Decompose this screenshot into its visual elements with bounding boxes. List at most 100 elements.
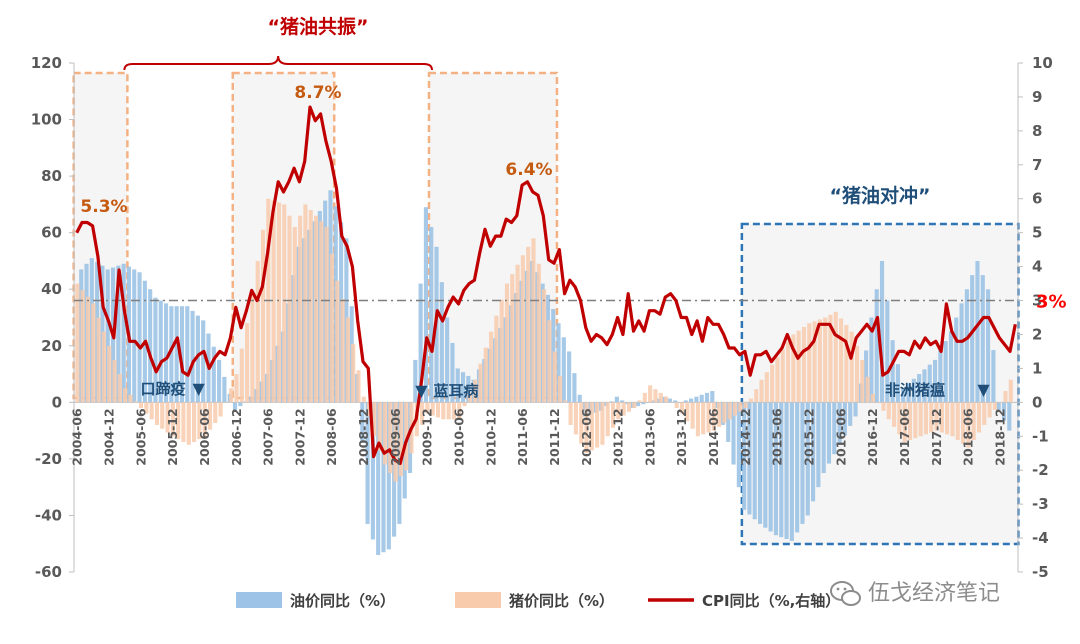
x-tick-label: 2015-12 [802, 408, 817, 465]
pork-bar-2007-07 [271, 200, 276, 403]
oil-bar-2015-05 [768, 402, 773, 532]
oil-bar-2015-12 [805, 402, 810, 516]
y-axis-tick-labels: -60 -40 -20 0 20 40 60 80 100 120 -5 -4 -3 -2 -1 0 1 2 3 4 5… [31, 54, 1053, 581]
pork-bar-2005-11 [165, 402, 170, 433]
legend-label-2: 猪价同比（%） [508, 592, 614, 610]
pork-bar-2016-05 [833, 311, 838, 403]
x-tick-label: 2009-12 [420, 408, 435, 465]
pork-bar-2017-03 [886, 402, 891, 420]
oil-bar-2014-12 [742, 402, 747, 510]
pork-bar-2012-07 [589, 402, 594, 451]
pork-bar-2013-09 [664, 396, 669, 403]
pork-bar-2019-01 [1003, 391, 1008, 403]
pork-bar-2011-03 [504, 283, 510, 403]
pork-bar-2013-02 [626, 402, 632, 412]
pork-bar-2012-08 [595, 402, 600, 448]
pork-bar-2015-12 [807, 323, 812, 403]
pork-bar-2017-01 [876, 402, 881, 403]
oil-bar-2005-10 [158, 300, 163, 403]
oil-bar-2015-08 [784, 402, 789, 540]
pork-bar-2009-01 [367, 402, 372, 417]
y-right-tick-label: -3 [1032, 495, 1049, 513]
pork-bar-2014-03 [695, 402, 700, 437]
pork-bar-2005-02 [117, 374, 122, 403]
pork-bar-2010-09 [473, 379, 478, 403]
oil-bar-2018-11 [991, 350, 996, 403]
x-tick-label: 2004-06 [70, 408, 85, 466]
x-tick-label: 2008-06 [324, 408, 339, 466]
reference-line-label: 3% [1036, 292, 1067, 313]
pork-bar-2011-01 [494, 315, 499, 403]
pork-bar-2012-11 [610, 402, 616, 428]
pork-bar-2007-02 [245, 323, 250, 403]
x-tick-label: 2012-12 [611, 408, 626, 465]
pork-bar-2008-05 [324, 227, 329, 403]
oil-bar-2005-11 [163, 303, 169, 403]
y-left-tick-label: 60 [41, 224, 62, 242]
oil-bar-2018-05 [959, 303, 964, 403]
oil-bar-2014-11 [736, 402, 741, 488]
peak-label: 6.4% [505, 160, 552, 180]
pork-bar-2012-12 [616, 402, 621, 420]
x-tick-label: 2011-12 [547, 408, 562, 465]
phase-bracket [123, 55, 433, 71]
pork-bar-2019-02 [1008, 379, 1013, 403]
pork-bar-2013-05 [642, 392, 647, 403]
pork-bar-2014-09 [727, 402, 732, 420]
oil-bar-2015-06 [773, 402, 779, 536]
y-right-tick-label: 6 [1032, 190, 1042, 208]
oil-bar-2010-05 [450, 342, 455, 403]
oil-bar-2019-02 [1007, 402, 1012, 431]
oil-bar-2012-01 [556, 323, 561, 403]
oil-bar-2012-11 [609, 401, 614, 403]
pork-bar-2017-08 [913, 402, 918, 439]
pork-bar-2013-04 [637, 400, 642, 403]
oil-bar-2012-05 [577, 394, 582, 403]
pork-bar-2011-11 [547, 320, 552, 403]
pork-bar-2014-08 [722, 402, 727, 424]
y-left-tick-label: -60 [35, 563, 62, 581]
pork-bar-2009-03 [377, 402, 382, 451]
oil-bar-2006-12 [232, 402, 238, 411]
oil-bar-2005-12 [169, 306, 174, 403]
pork-bar-2014-02 [690, 402, 695, 429]
pork-bar-2008-08 [340, 299, 345, 403]
pork-bar-2016-02 [817, 319, 822, 403]
oil-bar-2009-12 [423, 207, 428, 403]
y-right-tick-label: -1 [1032, 427, 1049, 445]
oil-bar-2005-09 [153, 297, 158, 403]
legend: 油价同比（%） 猪价同比（%） CPI同比（%,右轴） [236, 592, 840, 610]
event-label: 口蹄疫 [140, 380, 185, 398]
pork-bar-2004-11 [101, 331, 106, 403]
pork-bar-2018-07 [971, 402, 976, 441]
oil-bar-2016-07 [842, 402, 847, 436]
pork-bar-2016-10 [860, 359, 865, 403]
annotations: 3% 5.3% 8.7% 6.4% “猪油共振” “猪油对冲” 口蹄疫 ▼ 蓝耳病 ▼ 非洲猪瘟 ▼ [80, 15, 1066, 400]
pork-bar-2007-01 [239, 348, 244, 403]
pork-bar-2014-12 [743, 402, 748, 408]
pork-bar-2008-01 [303, 204, 308, 403]
x-tick-label: 2015-06 [770, 408, 785, 466]
phase-title: “猪油对冲” [830, 184, 931, 207]
oil-bar-2012-03 [567, 351, 572, 403]
pork-bar-2017-12 [934, 402, 939, 431]
pork-bar-2017-07 [907, 402, 913, 441]
pork-bar-2011-09 [536, 263, 541, 403]
y-right-tick-label: 3 [1032, 292, 1042, 310]
pork-bar-2016-11 [865, 376, 870, 403]
pork-bar-2005-05 [133, 401, 138, 403]
y-right-tick-label: 4 [1032, 258, 1042, 276]
x-tick-label: 2018-06 [961, 408, 976, 466]
pork-bar-2016-09 [854, 345, 860, 403]
pork-bar-2012-03 [568, 402, 573, 425]
pork-bar-2005-07 [144, 402, 149, 414]
legend-swatch-1 [236, 592, 282, 608]
pork-bar-2007-12 [298, 215, 303, 403]
oil-bar-2010-01 [429, 227, 434, 403]
pork-bar-2012-05 [579, 402, 584, 444]
oil-bar-2014-06 [710, 391, 715, 403]
x-tick-label: 2011-06 [515, 408, 530, 466]
pork-bar-2014-11 [738, 402, 743, 412]
pork-bar-2018-11 [992, 402, 997, 410]
pork-bar-2018-01 [939, 402, 944, 433]
